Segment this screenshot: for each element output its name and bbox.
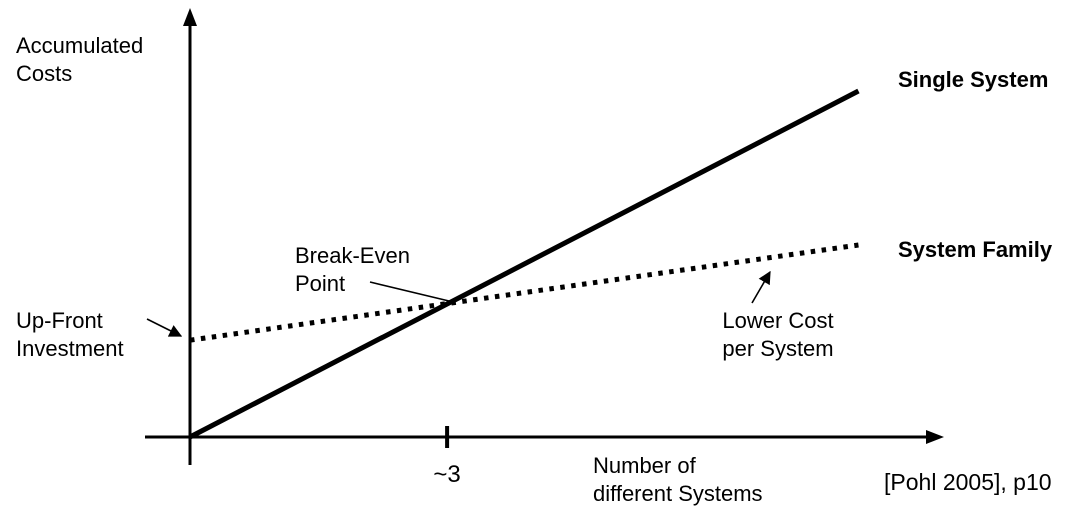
y-axis-arrowhead-icon [183,8,197,26]
y-axis-label: Accumulated Costs [16,33,144,86]
x-axis-label: Number of different Systems [593,453,763,506]
series-line-system-family [189,242,859,343]
annotation-up-front-investment: Up-Front Investment [16,308,124,361]
citation: [Pohl 2005], p10 [884,469,1052,495]
lower-cost-arrow-icon [751,270,771,304]
annotation-lower-cost-per-system: Lower Cost per System [722,308,834,361]
series-line-single-system [188,88,860,440]
series-label-single-system: Single System [898,67,1049,92]
series-layer [188,88,860,440]
up-front-investment-arrow-icon [146,318,183,337]
annotation-break-even-point: Break-Even Point [295,243,410,296]
break-even-pointer-line [369,281,450,302]
x-tick-label: ~3 [433,461,461,488]
x-axis-arrowhead-icon [926,430,944,444]
series-label-system-family: System Family [898,237,1053,262]
